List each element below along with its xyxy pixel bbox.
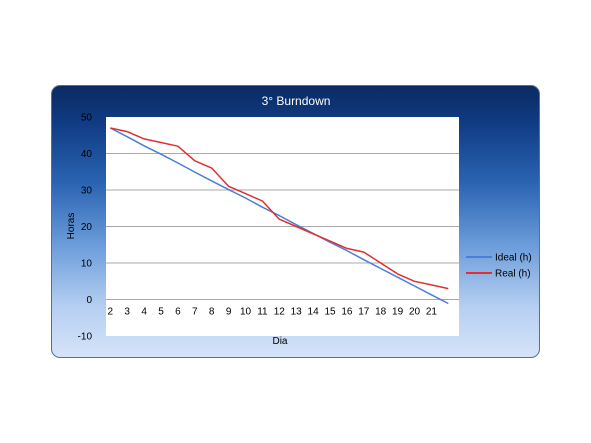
x-tick-label: 8 [209, 307, 215, 318]
x-tick-label: 4 [141, 307, 147, 318]
x-tick-label: 11 [257, 307, 268, 318]
x-tick-label: 10 [240, 307, 252, 318]
y-tick-label: 20 [81, 222, 93, 233]
x-tick-label: 19 [392, 307, 404, 318]
chart-title: 3° Burndown [262, 94, 331, 108]
x-tick-label: 12 [274, 307, 286, 318]
y-tick-label: 50 [81, 113, 93, 124]
x-tick-label: 3 [124, 307, 130, 318]
y-tick-label: -10 [78, 332, 93, 343]
x-axis-title: Dia [272, 336, 287, 347]
legend-label: Real (h) [495, 269, 531, 280]
y-tick-label: 0 [86, 295, 92, 306]
x-tick-label: 21 [426, 307, 438, 318]
series-line [110, 127, 449, 290]
y-tick-label: 30 [81, 186, 93, 197]
chart-frame: 3° Burndown 50 40 30 20 10 0 -10 2 3 4 5 6 7 8 9 10 11 1… [51, 85, 540, 358]
x-tick-label: 5 [158, 307, 164, 318]
legend-label: Ideal (h) [495, 253, 532, 264]
x-tick-label: 13 [291, 307, 303, 318]
x-tick-label: 14 [308, 307, 320, 318]
series-line [109, 127, 449, 305]
x-tick-label: 9 [226, 307, 232, 318]
x-tick-label: 17 [358, 307, 370, 318]
x-tick-label: 7 [192, 307, 198, 318]
x-tick-label: 2 [108, 307, 114, 318]
burndown-chart: 3° Burndown 50 40 30 20 10 0 -10 2 3 4 5 6 7 8 9 10 11 1… [66, 94, 532, 347]
x-tick-label: 6 [175, 307, 181, 318]
x-tick-label: 20 [409, 307, 421, 318]
x-tick-label: 16 [341, 307, 353, 318]
x-tick-label: 15 [324, 307, 336, 318]
y-tick-label: 10 [81, 259, 93, 270]
x-tick-label: 18 [375, 307, 387, 318]
y-tick-label: 40 [81, 149, 93, 160]
y-axis-title: Horas [66, 213, 77, 240]
